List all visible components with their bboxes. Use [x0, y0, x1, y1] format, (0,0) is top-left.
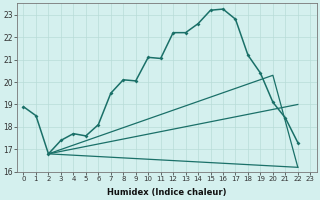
X-axis label: Humidex (Indice chaleur): Humidex (Indice chaleur) [107, 188, 227, 197]
